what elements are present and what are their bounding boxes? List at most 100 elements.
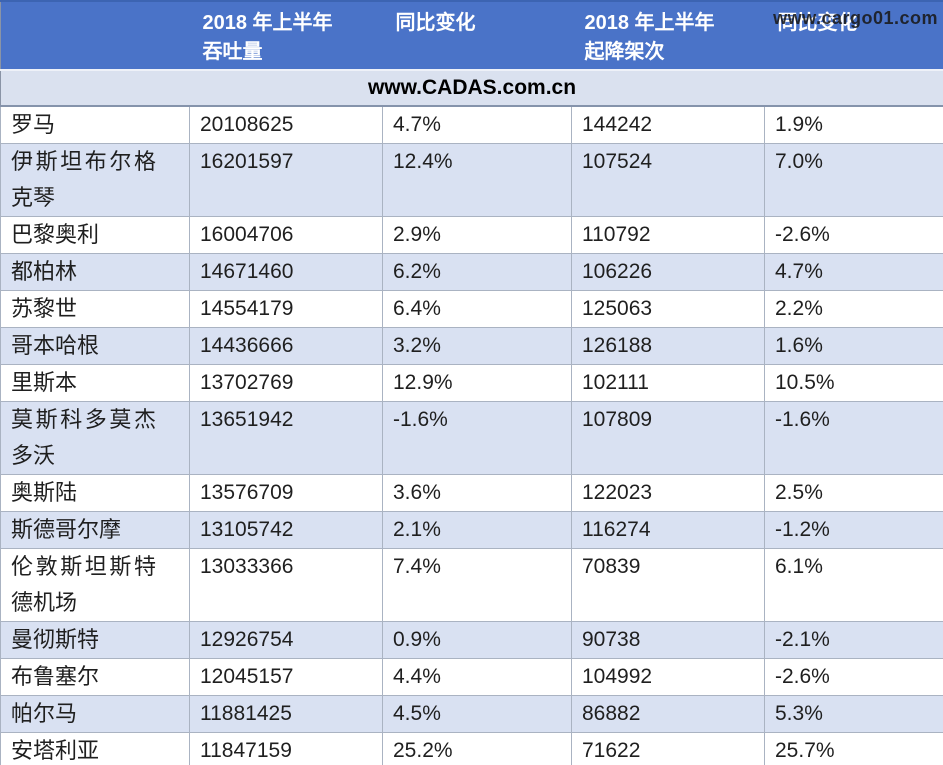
cell-airport-name: 里斯本	[0, 364, 190, 402]
cell-airport-name: 都柏林	[0, 253, 190, 291]
cell-throughput: 13702769	[189, 364, 383, 402]
table-header: 2018 年上半年 吞吐量 同比变化 2018 年上半年 起降架次 同比变化 w…	[0, 0, 943, 107]
cell-airport-name: 巴黎奥利	[0, 216, 190, 254]
cell-yoy-movements: -1.2%	[764, 511, 943, 549]
cell-movements: 70839	[571, 548, 765, 622]
cell-yoy-throughput: 2.1%	[382, 511, 572, 549]
cell-throughput: 16201597	[189, 143, 383, 217]
header-cell-yoy-movements: 同比变化	[764, 0, 943, 70]
cell-airport-name: 布鲁塞尔	[0, 658, 190, 696]
table-row: 斯德哥尔摩 13105742 2.1% 116274 -1.2%	[0, 511, 943, 549]
header-row: 2018 年上半年 吞吐量 同比变化 2018 年上半年 起降架次 同比变化	[0, 0, 943, 70]
cell-throughput: 20108625	[189, 105, 383, 144]
cell-yoy-movements: -1.6%	[764, 401, 943, 475]
cell-yoy-throughput: 4.4%	[382, 658, 572, 696]
cell-yoy-throughput: 4.5%	[382, 695, 572, 733]
cell-yoy-throughput: 6.4%	[382, 290, 572, 328]
cell-airport-name: 曼彻斯特	[0, 621, 190, 659]
header-cell-throughput: 2018 年上半年 吞吐量	[189, 0, 383, 70]
header-cell-movements: 2018 年上半年 起降架次	[571, 0, 765, 70]
table-row: 布鲁塞尔 12045157 4.4% 104992 -2.6%	[0, 658, 943, 696]
table-row: 巴黎奥利 16004706 2.9% 110792 -2.6%	[0, 216, 943, 254]
cell-throughput: 13033366	[189, 548, 383, 622]
header-cell-yoy-throughput: 同比变化	[382, 0, 572, 70]
table-row: 帕尔马 11881425 4.5% 86882 5.3%	[0, 695, 943, 733]
cell-movements: 86882	[571, 695, 765, 733]
header-throughput-line1: 2018 年上半年	[202, 12, 333, 34]
cell-airport-name: 帕尔马	[0, 695, 190, 733]
table-row: 奥斯陆 13576709 3.6% 122023 2.5%	[0, 474, 943, 512]
cell-yoy-throughput: 2.9%	[382, 216, 572, 254]
cell-yoy-throughput: 25.2%	[382, 732, 572, 765]
cell-airport-name: 伊斯坦布尔格克琴	[0, 143, 190, 217]
cell-airport-name: 罗马	[0, 105, 190, 144]
cell-throughput: 12926754	[189, 621, 383, 659]
cell-movements: 90738	[571, 621, 765, 659]
cell-yoy-movements: 1.6%	[764, 327, 943, 365]
cell-throughput: 11847159	[189, 732, 383, 765]
cell-yoy-throughput: 3.2%	[382, 327, 572, 365]
watermark-text: www.cargo01.com	[773, 8, 938, 28]
cell-yoy-movements: -2.6%	[764, 216, 943, 254]
cell-yoy-movements: 1.9%	[764, 105, 943, 144]
banner-row: www.CADAS.com.cn	[0, 69, 943, 107]
cell-throughput: 13576709	[189, 474, 383, 512]
table-row: 哥本哈根 14436666 3.2% 126188 1.6%	[0, 327, 943, 365]
table-row: 伦敦斯坦斯特德机场 13033366 7.4% 70839 6.1%	[0, 548, 943, 622]
cell-yoy-movements: -2.1%	[764, 621, 943, 659]
cell-yoy-movements: 6.1%	[764, 548, 943, 622]
cell-airport-name: 哥本哈根	[0, 327, 190, 365]
header-movements-line2: 起降架次	[584, 41, 665, 63]
header-movements-line1: 2018 年上半年	[584, 12, 715, 34]
cell-throughput: 14436666	[189, 327, 383, 365]
cell-movements: 71622	[571, 732, 765, 765]
cell-movements: 104992	[571, 658, 765, 696]
cell-throughput: 13651942	[189, 401, 383, 475]
cell-yoy-movements: 4.7%	[764, 253, 943, 291]
cell-yoy-throughput: -1.6%	[382, 401, 572, 475]
cell-movements: 107524	[571, 143, 765, 217]
cell-throughput: 12045157	[189, 658, 383, 696]
cell-yoy-throughput: 7.4%	[382, 548, 572, 622]
table-row: 都柏林 14671460 6.2% 106226 4.7%	[0, 253, 943, 291]
cell-yoy-throughput: 12.9%	[382, 364, 572, 402]
table-row: 安塔利亚 11847159 25.2% 71622 25.7%	[0, 732, 943, 765]
header-cell-airport	[0, 0, 190, 70]
cell-movements: 110792	[571, 216, 765, 254]
cell-yoy-throughput: 12.4%	[382, 143, 572, 217]
cell-yoy-movements: 5.3%	[764, 695, 943, 733]
cell-yoy-movements: -2.6%	[764, 658, 943, 696]
table-row: 伊斯坦布尔格克琴 16201597 12.4% 107524 7.0%	[0, 143, 943, 217]
cell-throughput: 14554179	[189, 290, 383, 328]
cell-yoy-movements: 10.5%	[764, 364, 943, 402]
cell-movements: 144242	[571, 105, 765, 144]
cell-yoy-throughput: 3.6%	[382, 474, 572, 512]
cell-yoy-throughput: 6.2%	[382, 253, 572, 291]
cell-movements: 122023	[571, 474, 765, 512]
table-row: 里斯本 13702769 12.9% 102111 10.5%	[0, 364, 943, 402]
cell-movements: 102111	[571, 364, 765, 402]
table-row: 罗马 20108625 4.7% 144242 1.9%	[0, 105, 943, 144]
cell-movements: 106226	[571, 253, 765, 291]
cell-airport-name: 莫斯科多莫杰多沃	[0, 401, 190, 475]
table-row: 莫斯科多莫杰多沃 13651942 -1.6% 107809 -1.6%	[0, 401, 943, 475]
cell-airport-name: 苏黎世	[0, 290, 190, 328]
table-row: 苏黎世 14554179 6.4% 125063 2.2%	[0, 290, 943, 328]
cell-yoy-movements: 2.5%	[764, 474, 943, 512]
banner-text: www.CADAS.com.cn	[0, 69, 943, 107]
cell-throughput: 14671460	[189, 253, 383, 291]
cell-movements: 125063	[571, 290, 765, 328]
cell-airport-name: 奥斯陆	[0, 474, 190, 512]
cell-airport-name: 斯德哥尔摩	[0, 511, 190, 549]
table-row: 曼彻斯特 12926754 0.9% 90738 -2.1%	[0, 621, 943, 659]
cell-movements: 107809	[571, 401, 765, 475]
cell-movements: 126188	[571, 327, 765, 365]
cell-throughput: 11881425	[189, 695, 383, 733]
cell-throughput: 16004706	[189, 216, 383, 254]
cell-yoy-movements: 7.0%	[764, 143, 943, 217]
table-body: 罗马 20108625 4.7% 144242 1.9% 伊斯坦布尔格克琴 16…	[0, 105, 943, 765]
cell-yoy-movements: 25.7%	[764, 732, 943, 765]
cell-airport-name: 伦敦斯坦斯特德机场	[0, 548, 190, 622]
